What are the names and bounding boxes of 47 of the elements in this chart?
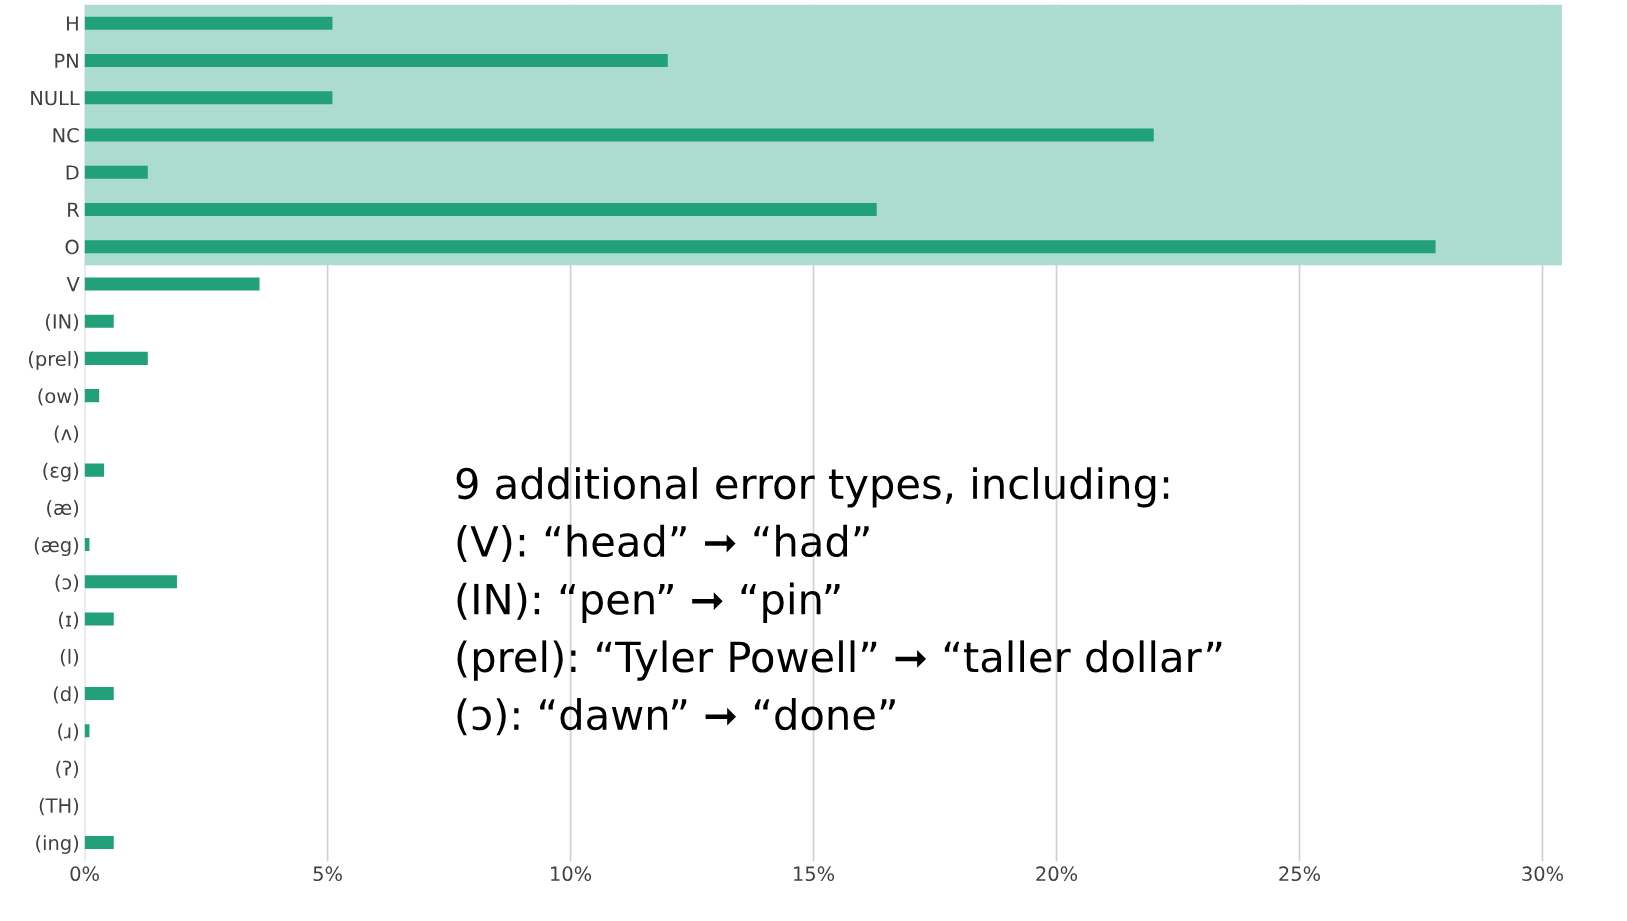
bar	[84, 16, 333, 30]
y-tick-label: (æ)	[47, 499, 79, 518]
y-tick-label: (d)	[53, 686, 79, 704]
y-tick-label: (TH)	[39, 797, 79, 816]
y-tick-label: (ʔ)	[56, 760, 79, 778]
y-tick-label: (ʌ)	[54, 425, 79, 443]
x-tick-label: 25%	[1279, 866, 1321, 882]
bar	[84, 128, 1154, 142]
y-tick-label: (ow)	[38, 388, 79, 406]
bar	[84, 836, 114, 850]
y-tick-label: NC	[53, 127, 79, 143]
x-tick-label: 10%	[551, 866, 592, 882]
bar	[84, 202, 877, 216]
y-tick-label: (l)	[60, 648, 79, 667]
bar	[84, 277, 260, 291]
bar	[84, 314, 114, 328]
y-tick-label: D	[66, 165, 79, 180]
bar	[84, 53, 668, 67]
bar	[84, 389, 100, 403]
bar	[84, 165, 148, 179]
y-tick-label: (æg)	[34, 537, 79, 557]
y-tick-label: (ɹ)	[58, 723, 79, 741]
bar	[84, 463, 105, 477]
bar	[84, 612, 114, 626]
bar	[84, 91, 333, 105]
y-tick-label: O	[65, 239, 79, 255]
annotation: 9 additional error types, including: (V): “head” ➞ “had” (IN): “pen” ➞ “pin” (prel): “Tyler Powell” ➞ “taller dollar” (ɔ): “dawn” ➞ “done”	[456, 467, 1222, 736]
y-tick-label: NULL	[31, 90, 80, 106]
x-tick-label: 30%	[1522, 866, 1564, 882]
y-tick-label: R	[68, 202, 80, 217]
y-tick-label: (IN)	[45, 313, 79, 332]
bar	[84, 575, 177, 589]
x-tick-label: 15%	[794, 866, 835, 882]
x-tick-label: 5%	[313, 866, 342, 882]
y-tick-label: V	[66, 277, 80, 292]
y-tick-label: (ɪ)	[59, 611, 79, 630]
y-tick-label: (ing)	[36, 835, 79, 854]
bar	[84, 240, 1436, 254]
x-tick-label: 0%	[70, 866, 99, 882]
bar	[84, 351, 148, 365]
y-tick-label: (ɛg)	[43, 462, 79, 482]
x-tick-label: 20%	[1036, 866, 1078, 882]
y-tick-label: H	[67, 16, 78, 31]
y-tick-label: (ɔ)	[55, 574, 79, 592]
y-tick-label: (prel)	[28, 351, 79, 370]
bar	[84, 687, 114, 701]
y-tick-label: PN	[55, 53, 78, 68]
